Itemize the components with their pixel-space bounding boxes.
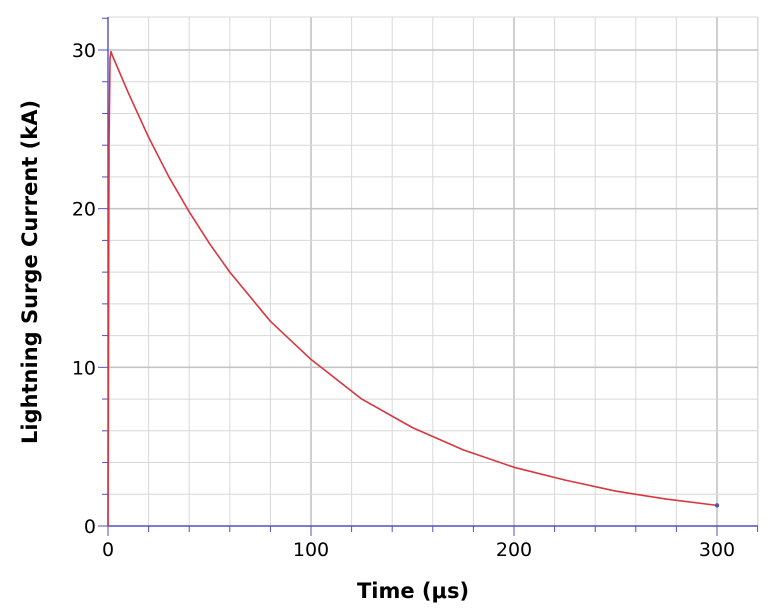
y-axis-title: Lightning Surge Current (kA) <box>18 100 42 444</box>
axes <box>98 17 759 536</box>
series-end-point <box>714 503 720 508</box>
y-tick-label: 20 <box>72 199 96 221</box>
x-axis-title: Time (μs) <box>357 579 469 603</box>
x-tick-label: 300 <box>699 539 735 561</box>
x-tick-label: 100 <box>293 539 329 561</box>
y-tick-label: 30 <box>72 40 96 62</box>
y-tick-label: 10 <box>72 357 96 379</box>
x-tick-label: 200 <box>496 539 532 561</box>
x-tick-label: 0 <box>102 539 114 561</box>
grid <box>107 16 759 527</box>
y-tick-label: 0 <box>84 516 96 538</box>
plot-area <box>107 50 720 527</box>
series-line <box>107 50 718 527</box>
